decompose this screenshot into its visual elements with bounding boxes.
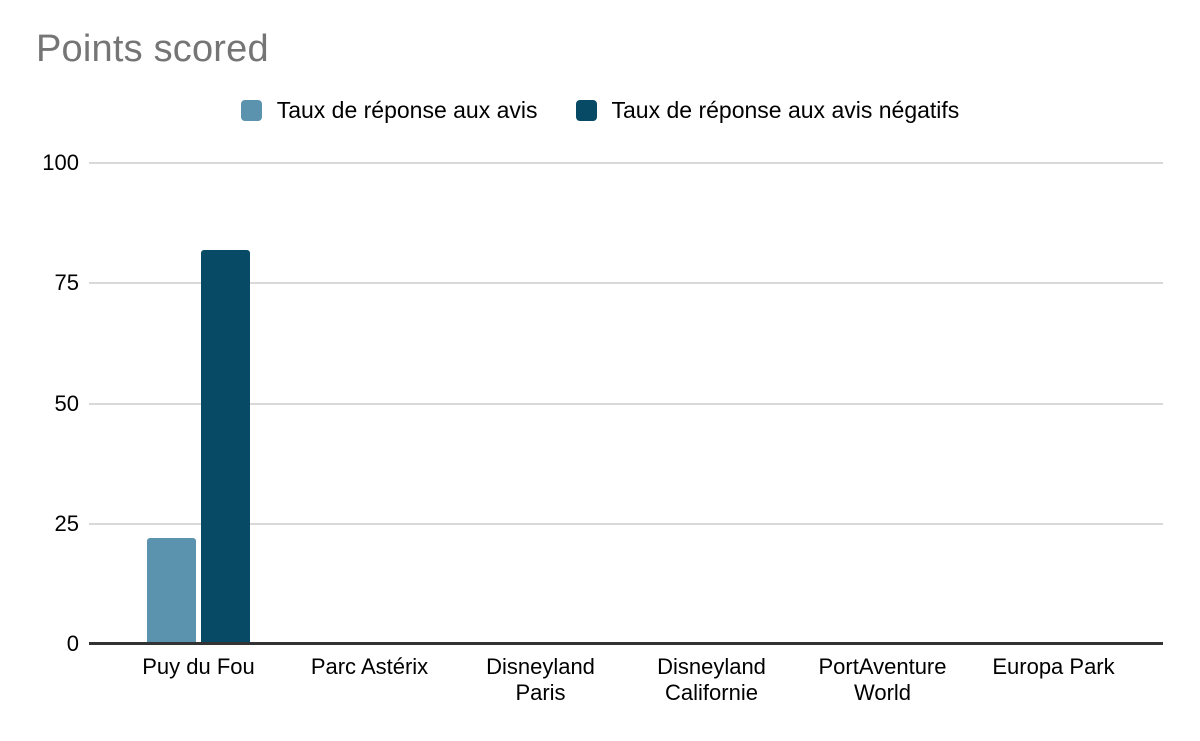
x-tick-label-1: Parc Astérix: [310, 654, 429, 679]
bar-taux-de-réponse-aux-avis-négatifs-cat0: [201, 249, 250, 644]
x-axis: Puy du Fou Parc Astérix Disneyland Paris Di…: [113, 654, 1139, 714]
x-axis-baseline: [89, 642, 1163, 645]
legend-label-series-1: Taux de réponse aux avis: [276, 96, 538, 123]
x-tick-label-5: Europa Park: [992, 654, 1115, 679]
y-tick-label-100: 100: [42, 150, 79, 175]
y-tick-label-75: 75: [54, 270, 79, 296]
gridline-100: [89, 162, 1163, 164]
x-tick-label-0: Puy du Fou: [142, 654, 255, 679]
y-axis: 0 25 50 75 100: [0, 150, 79, 656]
x-tick-label-3: Disneyland Californie: [657, 654, 766, 705]
gridline-75: [89, 282, 1163, 285]
legend-item-series-2: Taux de réponse aux avis négatifs: [575, 96, 960, 124]
bar-taux-de-réponse-aux-avis-cat0: [147, 538, 196, 644]
y-tick-label-50: 50: [54, 390, 79, 416]
legend: Taux de réponse aux avis Taux de réponse…: [0, 95, 1200, 125]
gridline-50: [89, 402, 1163, 405]
gridline-25: [89, 522, 1163, 525]
y-tick-label-0: 0: [66, 631, 79, 656]
chart-title: Points scored: [36, 28, 269, 70]
plot-area: [89, 162, 1163, 645]
x-tick-label-2: Disneyland Paris: [486, 654, 595, 705]
legend-label-series-2: Taux de réponse aux avis négatifs: [611, 96, 960, 123]
x-tick-label-4: PortAventure World: [818, 654, 947, 705]
legend-swatch-series-2: [575, 99, 597, 121]
legend-item-series-1: Taux de réponse aux avis: [240, 96, 538, 124]
y-tick-label-25: 25: [54, 510, 79, 536]
legend-swatch-series-1: [240, 99, 262, 121]
